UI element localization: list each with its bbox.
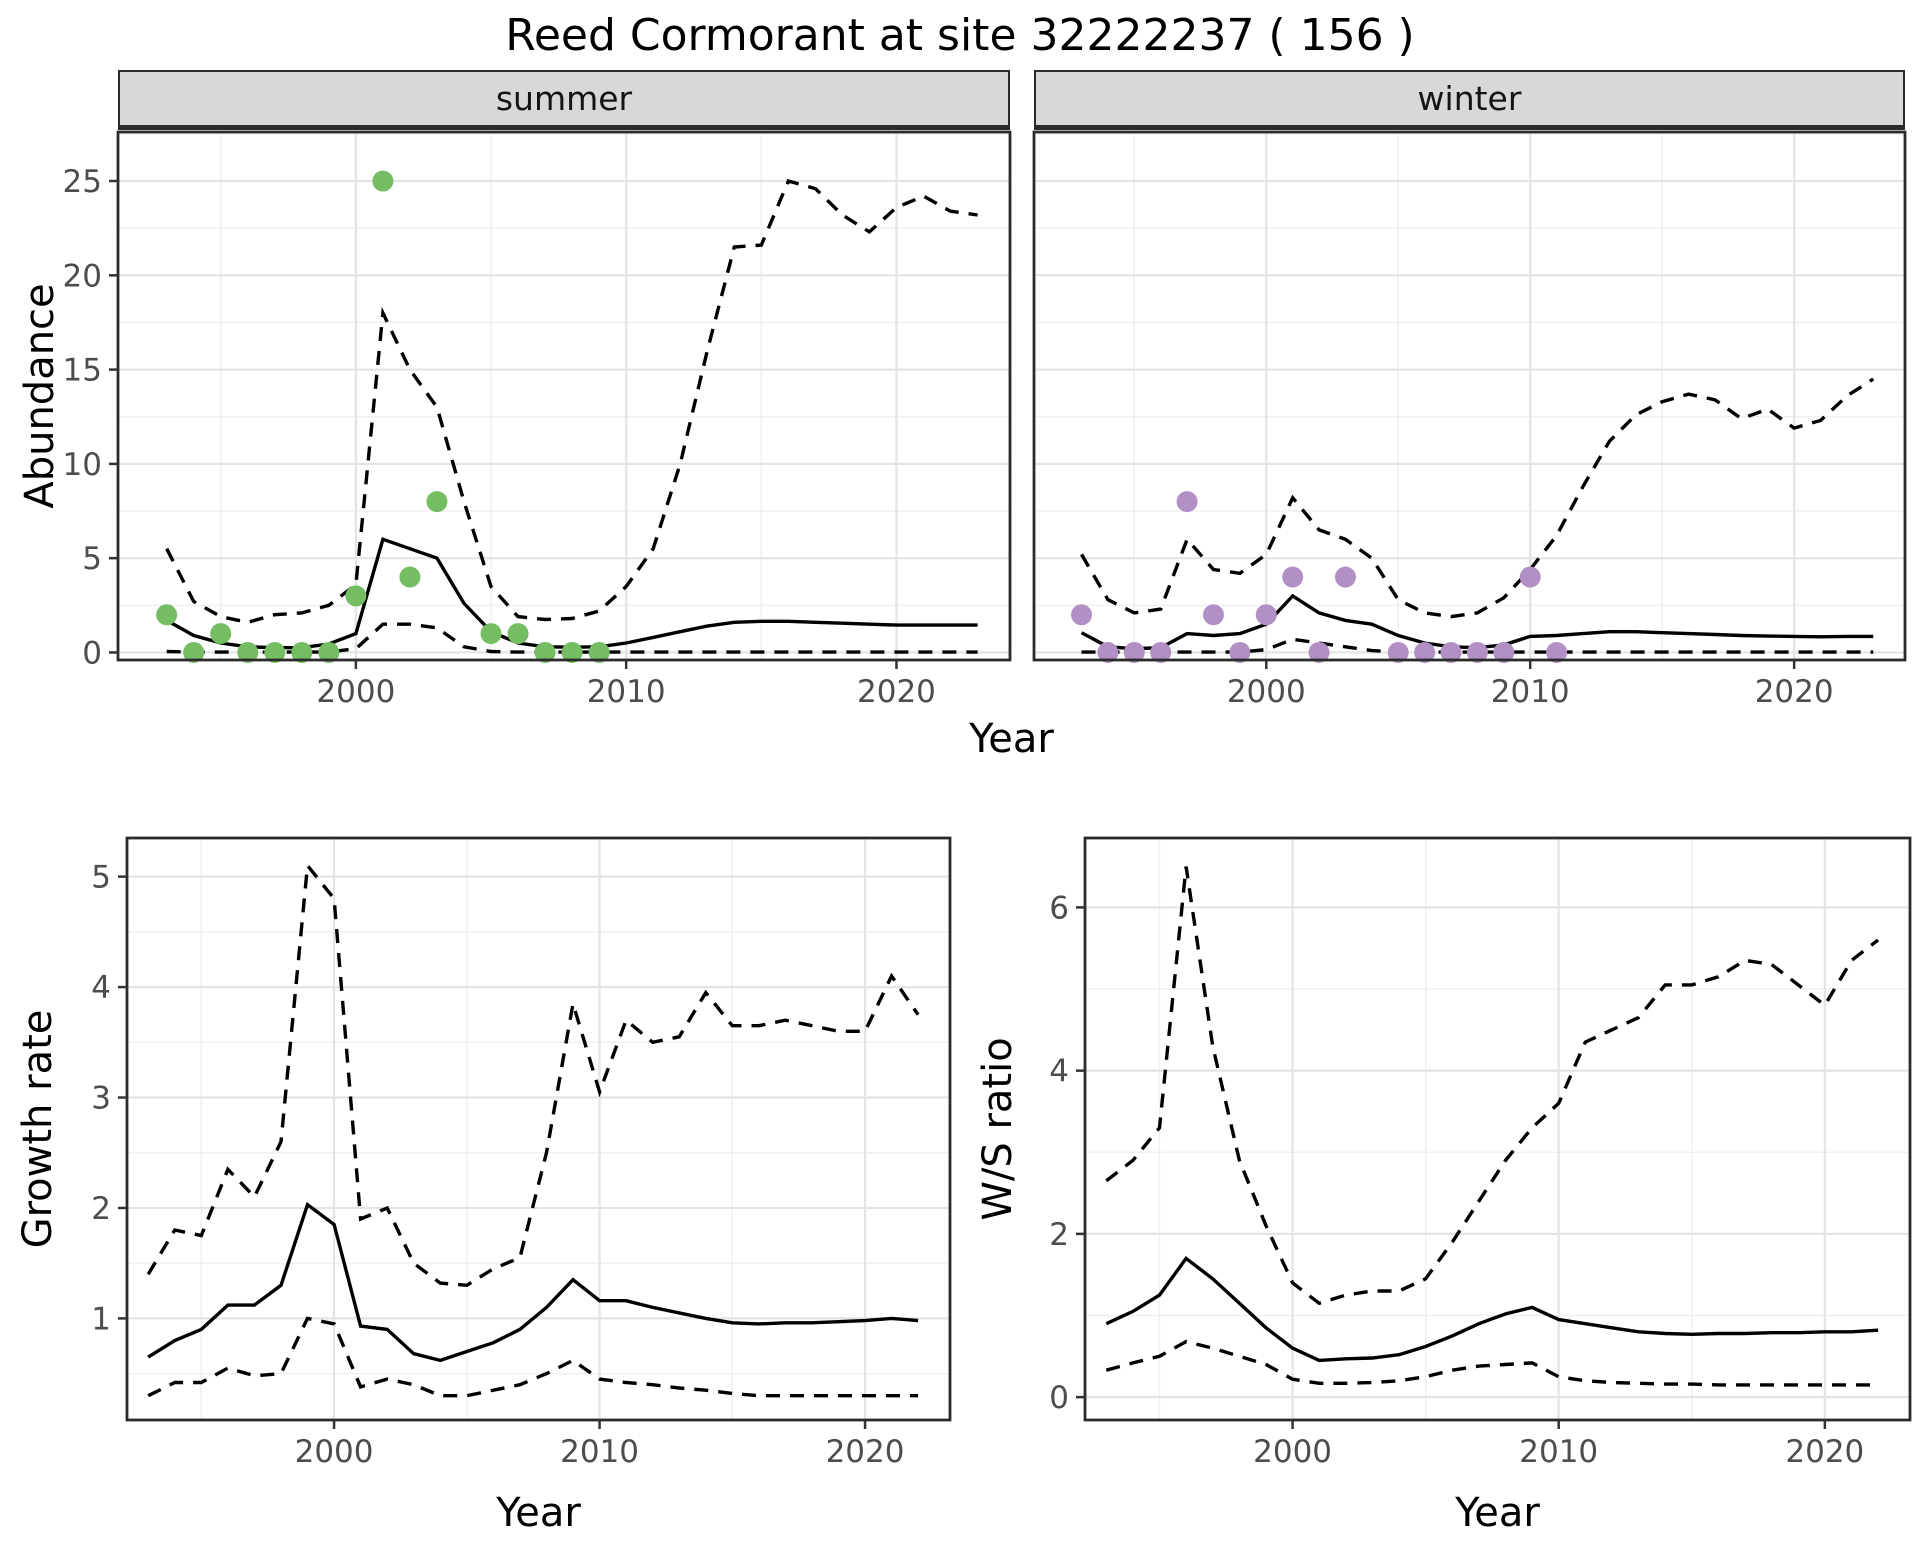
panel-border [125,836,952,1422]
observation-point [1202,604,1224,626]
observation-point [1176,491,1198,513]
y-axis-tick-label: 1 [91,1301,111,1337]
x-axis-tick-label: 2020 [826,1434,905,1470]
observation-point [291,641,313,663]
observation-point [1071,604,1093,626]
observation-point [345,585,367,607]
y-axis-title-growth-rate: Growth rate [15,1009,61,1249]
observation-point [1123,641,1145,663]
y-axis-tick-label: 15 [63,353,102,389]
observation-point [156,604,178,626]
observation-point [1334,566,1356,588]
facet-strip-summer-label: summer [495,79,633,118]
y-axis-tick-label: 5 [82,541,102,577]
y-axis-tick-label: 20 [63,258,102,294]
observation-point [399,566,421,588]
x-axis-tick-label: 2010 [587,674,666,710]
y-axis-tick-label: 5 [91,860,111,896]
y-axis-tick-label: 4 [1049,1054,1069,1090]
observation-point [264,641,286,663]
x-axis-tick-label: 2010 [560,1434,639,1470]
ws-ratio-plot: 2000 2010 2020 0 2 4 6 [1049,836,1912,1470]
panel-background [1034,132,1905,660]
observation-point [1097,641,1119,663]
y-axis-tick-label: 2 [1049,1217,1069,1253]
observation-point [1493,641,1515,663]
facet-strip-summer: summer [118,70,1010,130]
panel-background [127,838,950,1420]
x-axis-title-growth-rate: Year [496,1490,581,1536]
ci-upper-line [1105,866,1880,1306]
x-axis-tick-label: 2020 [1785,1434,1864,1470]
ci-upper-line [146,861,920,1288]
y-axis-tick-label: 6 [1049,890,1069,926]
observation-point [1229,641,1251,663]
panel-border [1032,130,1907,662]
observation-point [480,623,502,645]
observation-point [1466,641,1488,663]
x-axis-tick-label: 2010 [1519,1434,1598,1470]
abundance-winter-plot: 2000 2010 2020 [1032,130,1907,710]
x-axis-tick-label: 2000 [1253,1434,1332,1470]
x-axis-tick-label: 2000 [295,1434,374,1470]
observation-point [1387,641,1409,663]
observation-point [318,641,340,663]
median-line [147,1201,919,1363]
observation-point [237,641,259,663]
x-axis-title-top: Year [969,716,1054,762]
panel-border [1083,836,1912,1422]
observation-point [588,641,610,663]
panel-border [116,130,1012,662]
x-axis-tick-label: 2020 [1755,674,1834,710]
observation-point [507,623,529,645]
observation-point [1546,641,1568,663]
x-axis-tick-label: 2000 [316,674,395,710]
x-axis-tick-label: 2010 [1491,674,1570,710]
observation-point [1414,641,1436,663]
figure-title: Reed Cormorant at site 32222237 ( 156 ) [505,10,1415,61]
y-axis-tick-label: 25 [63,164,102,200]
ci-upper-line [165,178,978,625]
ci-lower-line [1105,1339,1879,1387]
observation-point [561,641,583,663]
x-axis-title-ws-ratio: Year [1455,1490,1540,1536]
x-axis-tick-label: 2020 [857,674,936,710]
observation-point [534,641,556,663]
y-axis-tick-label: 0 [1049,1380,1069,1416]
median-line [1105,1255,1879,1363]
observation-point [1255,604,1277,626]
observation-point [372,170,394,192]
y-axis-tick-label: 4 [91,970,111,1006]
observation-point [1282,566,1304,588]
facet-strip-winter: winter [1034,70,1905,130]
y-axis-tick-label: 0 [82,635,102,671]
ci-upper-line [1080,377,1875,619]
observation-point [183,641,205,663]
observation-point [1150,641,1172,663]
x-axis-tick-label: 2000 [1227,674,1306,710]
observation-point [210,623,232,645]
facet-strip-winter-label: winter [1417,79,1522,118]
y-axis-tick-label: 2 [91,1191,111,1227]
growth-rate-plot: 2000 2010 2020 1 2 3 4 5 [91,836,952,1470]
y-axis-tick-label: 10 [63,447,102,483]
y-axis-tick-label: 3 [91,1081,111,1117]
ci-lower-line [1081,637,1874,654]
panel-background [1085,838,1910,1420]
observation-point [1440,641,1462,663]
observation-point [1308,641,1330,663]
panel-background [118,132,1010,660]
abundance-summer-plot: 2000 2010 2020 0 5 10 15 20 25 [63,130,1012,710]
observation-point [426,491,448,513]
observation-point [1519,566,1541,588]
